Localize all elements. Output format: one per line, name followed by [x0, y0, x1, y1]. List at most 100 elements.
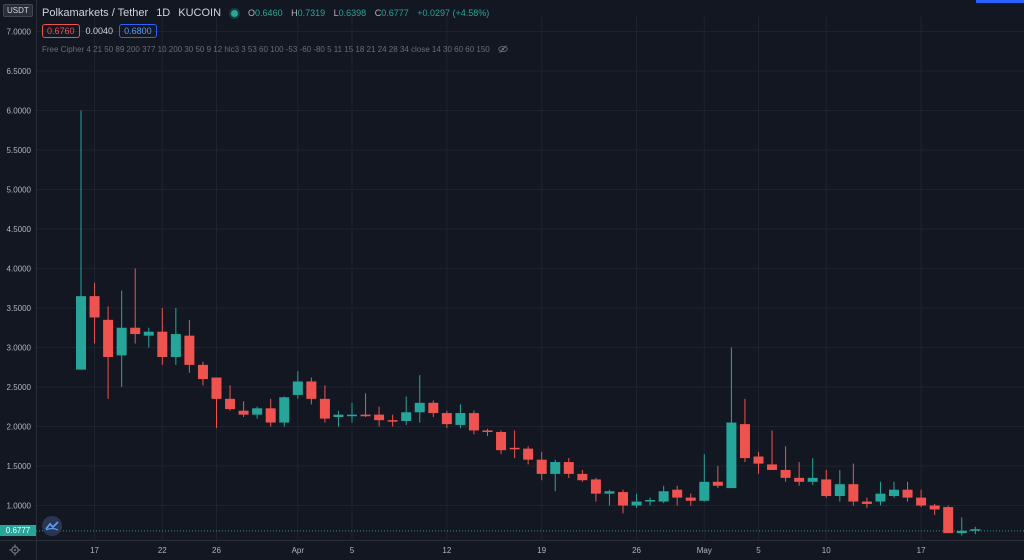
symbol-name[interactable]: Polkamarkets / Tether — [42, 7, 149, 19]
open-value: 0.6460 — [255, 8, 283, 18]
candle-body — [401, 412, 412, 421]
candle-body — [550, 462, 561, 474]
x-tick-label: 26 — [632, 546, 641, 555]
candle-body — [360, 414, 371, 417]
candle-body — [767, 464, 778, 470]
candle-body — [292, 381, 303, 395]
high-label: H — [291, 8, 298, 18]
bid-ask-row: 0.6760 0.0040 0.6800 — [42, 24, 157, 38]
candle-body — [753, 456, 764, 464]
candle-body — [794, 477, 805, 482]
indicator-legend[interactable]: Free Cipher 4 21 50 89 200 377 10 200 30… — [42, 44, 508, 54]
x-tick-label: 17 — [917, 546, 926, 555]
candle-body — [780, 469, 791, 478]
candle-body — [658, 491, 669, 502]
gear-icon[interactable] — [9, 544, 21, 556]
candle-body — [943, 507, 954, 534]
candle-body — [279, 397, 290, 423]
candle-body — [414, 402, 425, 413]
indicator-label: Free Cipher 4 21 50 89 200 377 10 200 30… — [42, 44, 490, 54]
candle-body — [211, 377, 222, 399]
candle-body — [157, 331, 168, 357]
candle-body — [834, 484, 845, 497]
candle-body — [225, 398, 236, 410]
candle-body — [929, 505, 940, 510]
y-tick-label: 2.5000 — [7, 383, 32, 392]
y-tick-label: 1.5000 — [7, 462, 32, 471]
candle-body — [252, 408, 263, 415]
candle-body — [306, 381, 317, 399]
eye-off-icon[interactable] — [498, 44, 508, 54]
candle-body — [739, 424, 750, 459]
candle-body — [184, 335, 195, 365]
x-tick-label: May — [697, 546, 712, 555]
candle-body — [618, 492, 628, 506]
candle-body — [536, 459, 547, 474]
x-tick-label: 19 — [537, 546, 546, 555]
y-tick-label: 6.0000 — [7, 107, 32, 116]
candle-body — [468, 413, 479, 431]
candle-body — [238, 410, 249, 415]
open-label: O — [248, 8, 256, 18]
x-tick-label: 5 — [756, 546, 761, 555]
x-tick-label: 26 — [212, 546, 221, 555]
candle-body — [821, 479, 832, 497]
candle-body — [645, 499, 656, 502]
ohlc-readout: O0.6460 H0.7319 L0.6398 C0.6777 +0.0297 … — [248, 8, 489, 18]
market-status-icon — [231, 9, 239, 17]
tradingview-logo-icon[interactable] — [42, 516, 62, 536]
candle-body — [103, 319, 114, 357]
candle-body — [116, 327, 127, 356]
y-tick-label: 3.5000 — [7, 304, 32, 313]
y-tick-label: 4.0000 — [7, 265, 32, 274]
candle-body — [374, 414, 385, 421]
candle-body — [428, 402, 439, 414]
candle-body — [631, 501, 642, 506]
candle-body — [726, 422, 737, 489]
candle-body — [455, 413, 466, 425]
candle-body — [197, 364, 208, 380]
candle-body — [875, 493, 886, 502]
x-tick-label: 17 — [90, 546, 99, 555]
candle-body — [170, 334, 181, 357]
candle-body — [590, 479, 601, 494]
candle-body — [902, 489, 913, 498]
candle-body — [347, 414, 357, 417]
candle-body — [441, 413, 452, 425]
y-tick-label: 5.5000 — [7, 146, 32, 155]
low-value: 0.6398 — [338, 8, 367, 18]
top-right-accent-bar — [976, 0, 1024, 3]
candle-body — [807, 477, 818, 482]
y-tick-label: 2.0000 — [7, 423, 32, 432]
change-value: +0.0297 (+4.58%) — [417, 8, 490, 18]
last-price-tag: 0.6777 — [0, 525, 36, 536]
candle-body — [672, 489, 683, 498]
candle-body — [889, 489, 899, 497]
y-tick-label: 6.5000 — [7, 67, 32, 76]
interval[interactable]: 1D — [156, 7, 171, 19]
candle-body — [89, 296, 100, 318]
sell-price-button[interactable]: 0.6760 — [42, 24, 80, 38]
candle-body — [143, 331, 154, 336]
x-tick-label: 5 — [350, 546, 355, 555]
x-tick-label: 12 — [442, 546, 451, 555]
y-tick-label: 4.5000 — [7, 225, 32, 234]
close-value: 0.6777 — [381, 8, 409, 18]
y-tick-label: 1.0000 — [7, 502, 32, 511]
exchange-name: KUCOIN — [178, 7, 222, 19]
candle-body — [699, 481, 710, 501]
candle-body — [76, 296, 86, 370]
currency-badge[interactable]: USDT — [3, 4, 33, 17]
candle-body — [712, 481, 723, 486]
candle-body — [604, 491, 615, 494]
close-label: C — [374, 8, 382, 18]
candle-body — [509, 447, 520, 450]
candle-body — [496, 432, 507, 451]
y-tick-label: 3.0000 — [7, 344, 32, 353]
buy-price-button[interactable]: 0.6800 — [119, 24, 157, 38]
high-value: 0.7319 — [297, 8, 326, 18]
x-tick-label: 10 — [822, 546, 831, 555]
candle-body — [265, 408, 276, 423]
candle-body — [685, 497, 696, 501]
